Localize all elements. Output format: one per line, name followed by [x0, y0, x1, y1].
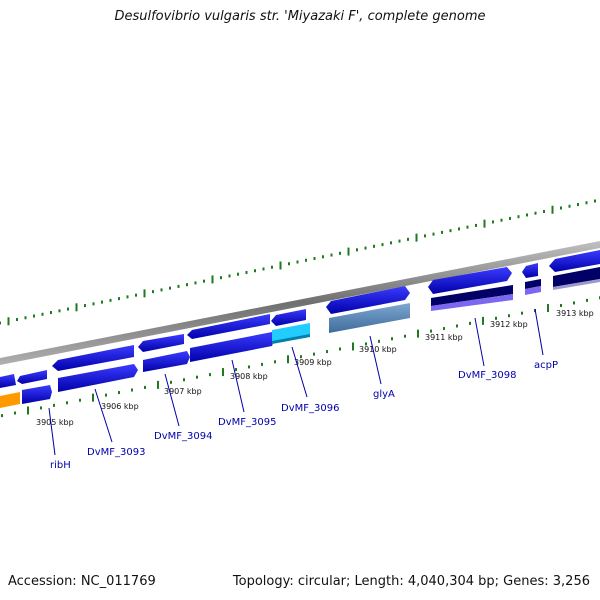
feature-cyan-shade — [272, 334, 310, 344]
scale-tick-label: 3910 kbp — [359, 345, 397, 354]
leader-line — [48, 407, 56, 456]
scale-labels: 3905 kbp 3906 kbp 3907 kbp 3908 kbp 3909… — [36, 309, 594, 427]
leader-line — [534, 308, 544, 356]
gene-label[interactable]: ribH — [50, 460, 71, 471]
gene-labels: ribH DvMF_3093 DvMF_3094 DvMF_3095 DvMF_… — [50, 360, 558, 471]
accession-text: Accession: NC_011769 — [8, 574, 156, 589]
feature-fwd-2[interactable] — [17, 370, 47, 384]
feature-fwd-7[interactable] — [326, 286, 410, 314]
scale-tick-label: 3912 kbp — [490, 320, 528, 329]
gene-label[interactable]: DvMF_3093 — [87, 447, 145, 458]
feature-navy-3[interactable] — [553, 267, 600, 287]
scale-tick-label: 3905 kbp — [36, 418, 74, 427]
scale-tick-label: 3908 kbp — [230, 372, 268, 381]
gene-label[interactable]: glyA — [373, 389, 395, 400]
feature-fwd-10[interactable] — [549, 250, 600, 272]
leader-line — [474, 317, 485, 367]
genome-summary-text: Topology: circular; Length: 4,040,304 bp… — [232, 574, 590, 589]
feature-rev-3[interactable] — [143, 351, 190, 372]
feature-orange[interactable] — [0, 392, 20, 408]
feature-lavender-1[interactable] — [431, 294, 513, 311]
leader-line — [231, 359, 245, 413]
gene-label[interactable]: DvMF_3096 — [281, 403, 339, 414]
gene-label[interactable]: DvMF_3094 — [154, 431, 212, 442]
feature-navy-2[interactable] — [525, 279, 541, 289]
feature-fwd-1[interactable] — [0, 374, 16, 388]
scale-tick-label: 3913 kbp — [556, 309, 594, 318]
feature-navy-1[interactable] — [431, 285, 513, 306]
feature-cyan[interactable] — [272, 323, 310, 344]
feature-fwd-8[interactable] — [428, 267, 512, 294]
leader-line — [94, 388, 113, 443]
backbone — [0, 241, 600, 365]
feature-fwd-6[interactable] — [271, 309, 306, 326]
feature-grey-3 — [553, 279, 600, 290]
features-layer — [0, 250, 600, 408]
feature-fwd-3[interactable] — [52, 345, 134, 371]
leader-line — [369, 335, 382, 385]
feature-rev-4[interactable] — [190, 332, 275, 362]
gene-label[interactable]: acpP — [534, 360, 558, 371]
leader-line — [291, 346, 308, 398]
feature-lavender-2[interactable] — [525, 286, 541, 295]
feature-rev-1[interactable] — [22, 385, 52, 404]
feature-fwd-9[interactable] — [522, 263, 538, 278]
scale-tick-label: 3911 kbp — [425, 333, 463, 342]
map-title: Desulfovibrio vulgaris str. 'Miyazaki F'… — [114, 9, 486, 24]
feature-steel[interactable] — [329, 303, 410, 333]
scale-tick-label: 3907 kbp — [164, 387, 202, 396]
feature-fwd-4[interactable] — [138, 334, 184, 352]
gene-label-leaders — [48, 308, 544, 456]
scale-tick-label: 3906 kbp — [101, 402, 139, 411]
feature-rev-2[interactable] — [58, 364, 138, 392]
leader-line — [164, 373, 180, 427]
backbone-band — [0, 241, 600, 365]
feature-fwd-5[interactable] — [187, 314, 270, 339]
scale-tick-label: 3909 kbp — [294, 358, 332, 367]
gene-label[interactable]: DvMF_3095 — [218, 417, 276, 428]
gene-label[interactable]: DvMF_3098 — [458, 370, 516, 381]
gc-tick-track — [0, 199, 596, 326]
